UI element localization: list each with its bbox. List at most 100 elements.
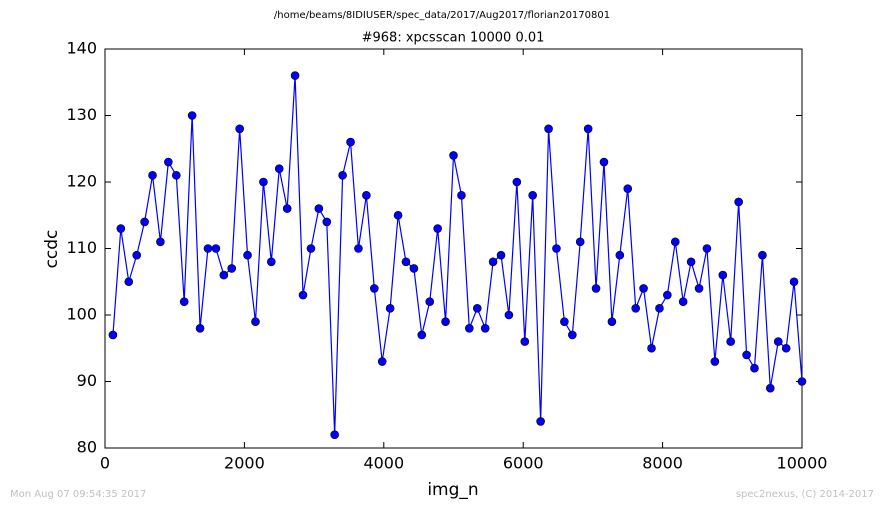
data-point bbox=[472, 304, 482, 313]
data-point bbox=[156, 237, 165, 247]
data-point bbox=[512, 177, 522, 187]
data-point bbox=[259, 177, 268, 187]
data-line bbox=[112, 75, 803, 435]
x-tick-label: 4000 bbox=[363, 454, 404, 473]
x-tick-label: 8000 bbox=[642, 454, 683, 473]
data-point bbox=[607, 317, 617, 326]
data-point bbox=[465, 323, 474, 333]
data-point bbox=[441, 317, 450, 326]
data-point bbox=[354, 244, 363, 253]
x-tick-label: 2000 bbox=[224, 454, 265, 473]
data-point bbox=[164, 157, 173, 167]
footer-left: Mon Aug 07 09:54:35 2017 bbox=[10, 489, 146, 500]
data-point bbox=[243, 250, 252, 260]
data-point bbox=[789, 277, 799, 287]
data-point bbox=[750, 363, 759, 373]
data-point bbox=[536, 417, 545, 426]
y-tick-label: 120 bbox=[66, 172, 97, 191]
data-point bbox=[274, 164, 284, 173]
y-tick-label: 100 bbox=[66, 305, 97, 324]
y-tick-label: 140 bbox=[66, 39, 97, 58]
data-point bbox=[647, 343, 656, 353]
x-axis-label: img_n bbox=[427, 480, 478, 500]
data-point bbox=[773, 337, 783, 346]
data-point bbox=[314, 204, 324, 213]
data-point bbox=[330, 430, 339, 440]
data-point bbox=[306, 244, 316, 253]
data-point bbox=[148, 171, 157, 180]
suptitle: /home/beams/8IDIUSER/spec_data/2017/Aug2… bbox=[274, 10, 610, 21]
data-point bbox=[298, 290, 308, 300]
data-point bbox=[702, 244, 712, 253]
data-point bbox=[187, 111, 197, 120]
data-point bbox=[734, 197, 743, 207]
data-point bbox=[457, 191, 466, 200]
data-point bbox=[362, 191, 371, 200]
data-point bbox=[528, 191, 537, 200]
data-point bbox=[575, 237, 585, 247]
data-point bbox=[108, 330, 118, 340]
data-point bbox=[710, 357, 720, 366]
data-point bbox=[568, 330, 577, 340]
data-point bbox=[290, 71, 300, 80]
data-point bbox=[116, 224, 126, 233]
data-point bbox=[227, 264, 237, 273]
data-point bbox=[742, 350, 751, 360]
data-point bbox=[393, 210, 403, 220]
data-point bbox=[401, 257, 411, 267]
data-point bbox=[322, 217, 332, 227]
data-point bbox=[591, 284, 601, 293]
data-point bbox=[488, 257, 498, 267]
data-point bbox=[686, 257, 696, 267]
data-point bbox=[370, 284, 379, 293]
data-point bbox=[433, 224, 442, 233]
data-point bbox=[425, 297, 435, 307]
x-tick-label: 10000 bbox=[777, 454, 828, 473]
data-point bbox=[583, 124, 593, 134]
y-tick-label: 80 bbox=[77, 438, 97, 457]
data-point bbox=[140, 217, 149, 227]
data-point bbox=[520, 337, 530, 346]
x-tick-label: 6000 bbox=[503, 454, 544, 473]
data-point bbox=[346, 137, 355, 147]
y-axis-label: ccdc bbox=[42, 230, 62, 269]
x-tick-label: 0 bbox=[100, 454, 110, 473]
data-point bbox=[235, 124, 244, 134]
chart-title: #968: xpcsscan 10000 0.01 bbox=[362, 31, 545, 46]
data-point bbox=[211, 244, 221, 253]
data-point bbox=[726, 337, 735, 346]
data-point bbox=[670, 237, 680, 247]
data-point bbox=[417, 330, 427, 340]
data-point bbox=[797, 377, 807, 386]
data-point bbox=[599, 157, 609, 167]
data-point bbox=[219, 270, 229, 280]
data-point bbox=[132, 250, 142, 260]
data-point bbox=[267, 257, 276, 267]
data-point bbox=[560, 317, 569, 326]
data-point bbox=[623, 184, 633, 193]
data-point bbox=[615, 250, 625, 260]
data-point bbox=[480, 323, 490, 333]
data-point bbox=[377, 357, 387, 366]
data-point bbox=[251, 317, 260, 326]
data-point bbox=[496, 250, 506, 260]
data-point bbox=[195, 323, 205, 333]
data-point bbox=[282, 204, 292, 213]
data-point bbox=[449, 151, 458, 160]
data-point bbox=[179, 297, 189, 307]
data-point bbox=[338, 171, 347, 180]
data-point bbox=[385, 304, 395, 313]
data-point bbox=[663, 290, 672, 300]
data-point bbox=[694, 284, 704, 293]
data-point bbox=[124, 277, 134, 287]
y-tick-label: 90 bbox=[77, 371, 97, 390]
data-point bbox=[718, 270, 728, 280]
data-point bbox=[504, 310, 514, 320]
data-point bbox=[409, 264, 419, 273]
data-point bbox=[203, 244, 213, 253]
data-point bbox=[678, 297, 688, 307]
data-point bbox=[631, 304, 640, 313]
data-point bbox=[781, 343, 791, 353]
data-point bbox=[544, 124, 553, 134]
